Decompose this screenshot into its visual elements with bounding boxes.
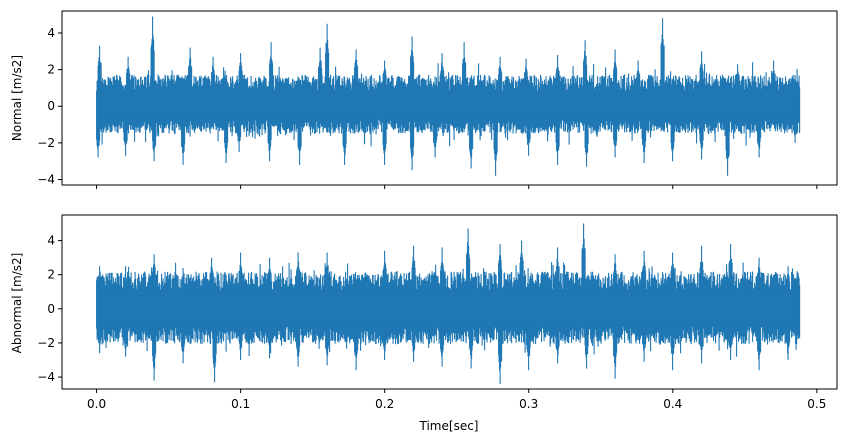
abnormal-x-tick-label: 0.2 (375, 397, 394, 411)
abnormal-x-tick-label: 0.1 (231, 397, 250, 411)
abnormal-x-tick-label: 0.4 (663, 397, 682, 411)
normal-y-ticks: −4 −2 0 2 4 (37, 26, 62, 187)
normal-plot-frame (61, 10, 838, 186)
abnormal-x-tick-label: 0.5 (807, 397, 826, 411)
normal-y-axis-label: Normal [m/s2] (10, 55, 24, 141)
abnormal-y-axis-label: Abnormal [m/s2] (10, 253, 24, 354)
abnormal-plot-frame (61, 214, 838, 390)
normal-signal-line (96, 16, 801, 176)
normal-x-ticks (96, 185, 818, 189)
normal-signal-core (96, 91, 800, 120)
abnormal-subplot: −4 −2 0 2 4 0.0 0.1 0.2 0.3 0.4 0.5 Abnormal [m/s… (10, 214, 838, 433)
abnormal-y-ticks: −4 −2 0 2 4 (37, 234, 62, 384)
x-axis-label: Time[sec] (419, 419, 479, 433)
abnormal-x-tick-label: 0.0 (87, 397, 106, 411)
abnormal-x-ticks: 0.0 0.1 0.2 0.3 0.4 0.5 (87, 389, 826, 411)
normal-y-tick-label: −2 (37, 136, 55, 150)
normal-y-tick-label: 0 (47, 99, 55, 113)
abnormal-x-tick-label: 0.3 (519, 397, 538, 411)
abnormal-y-tick-label: 4 (47, 234, 55, 248)
abnormal-signal-core (96, 290, 800, 326)
abnormal-y-tick-label: −2 (37, 336, 55, 350)
normal-y-tick-label: 2 (47, 63, 55, 77)
normal-y-tick-label: −4 (37, 173, 55, 187)
abnormal-signal-line (96, 223, 801, 384)
abnormal-y-tick-label: 0 (47, 302, 55, 316)
normal-y-tick-label: 4 (47, 26, 55, 40)
normal-subplot: −4 −2 0 2 4 Normal [m/s2] (10, 10, 838, 189)
abnormal-y-tick-label: 2 (47, 268, 55, 282)
abnormal-y-tick-label: −4 (37, 370, 55, 384)
